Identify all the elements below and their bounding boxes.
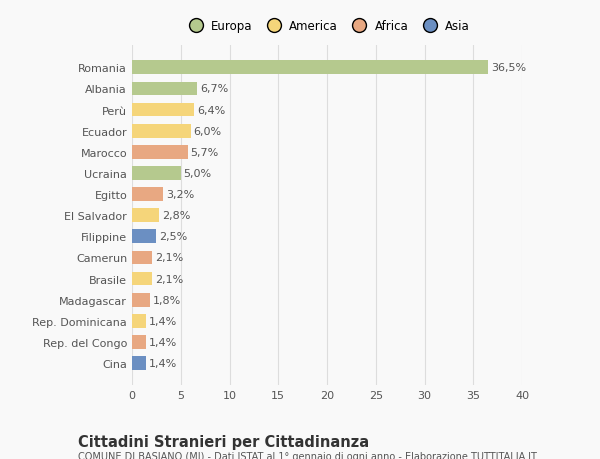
Bar xyxy=(132,251,152,265)
Text: 5,0%: 5,0% xyxy=(184,168,212,179)
Bar xyxy=(132,230,157,244)
Bar xyxy=(132,62,488,75)
Text: COMUNE DI BASIANO (MI) - Dati ISTAT al 1° gennaio di ogni anno - Elaborazione TU: COMUNE DI BASIANO (MI) - Dati ISTAT al 1… xyxy=(78,451,537,459)
Text: 6,4%: 6,4% xyxy=(197,106,226,115)
Bar xyxy=(132,188,163,202)
Bar xyxy=(132,293,149,307)
Text: 36,5%: 36,5% xyxy=(491,63,526,73)
Text: 2,8%: 2,8% xyxy=(162,211,191,221)
Text: 2,1%: 2,1% xyxy=(155,274,184,284)
Text: 1,8%: 1,8% xyxy=(152,295,181,305)
Bar xyxy=(132,314,146,328)
Bar xyxy=(132,83,197,96)
Bar xyxy=(132,272,152,286)
Text: 2,5%: 2,5% xyxy=(160,232,188,242)
Text: 3,2%: 3,2% xyxy=(166,190,194,200)
Text: 1,4%: 1,4% xyxy=(149,358,177,368)
Bar xyxy=(132,146,188,159)
Legend: Europa, America, Africa, Asia: Europa, America, Africa, Asia xyxy=(182,18,472,35)
Text: 1,4%: 1,4% xyxy=(149,316,177,326)
Bar xyxy=(132,103,194,117)
Text: 6,7%: 6,7% xyxy=(200,84,229,94)
Text: Cittadini Stranieri per Cittadinanza: Cittadini Stranieri per Cittadinanza xyxy=(78,434,369,449)
Bar xyxy=(132,357,146,370)
Text: 1,4%: 1,4% xyxy=(149,337,177,347)
Bar xyxy=(132,124,191,138)
Text: 5,7%: 5,7% xyxy=(191,147,219,157)
Bar xyxy=(132,336,146,349)
Bar xyxy=(132,209,160,223)
Bar xyxy=(132,167,181,180)
Text: 2,1%: 2,1% xyxy=(155,253,184,263)
Text: 6,0%: 6,0% xyxy=(193,126,221,136)
